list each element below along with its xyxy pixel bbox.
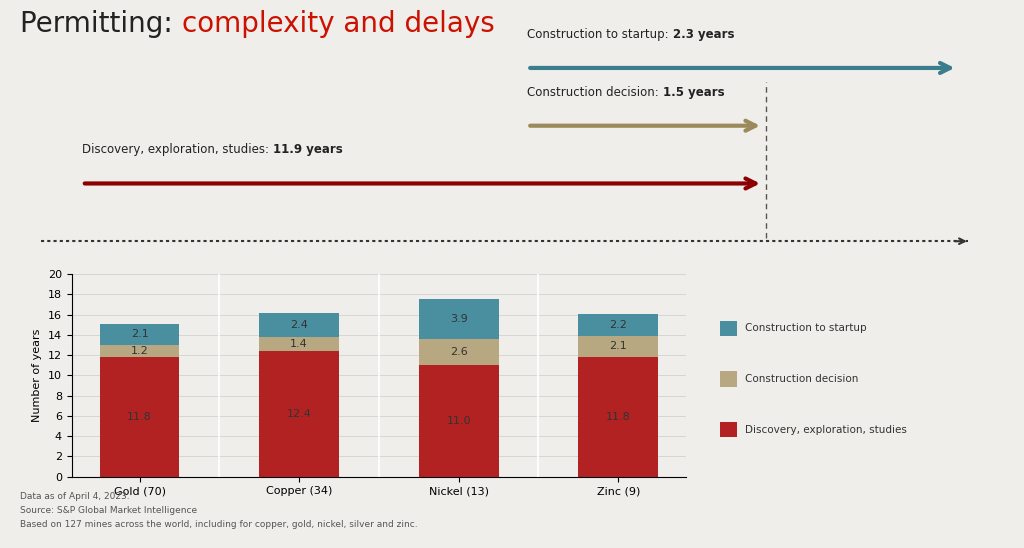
- Bar: [99, 357, 179, 477]
- Bar: [419, 299, 499, 339]
- Text: 1.2: 1.2: [131, 346, 148, 356]
- Text: Construction to startup: Construction to startup: [745, 323, 867, 333]
- Text: Source: S&P Global Market Intelligence: Source: S&P Global Market Intelligence: [20, 506, 198, 515]
- Text: Discovery, exploration, studies: Discovery, exploration, studies: [745, 425, 907, 435]
- Text: 2.1: 2.1: [609, 341, 627, 351]
- Text: 3.9: 3.9: [450, 314, 468, 324]
- Bar: [579, 357, 658, 477]
- Text: complexity and delays: complexity and delays: [182, 10, 495, 38]
- Text: 1.4: 1.4: [290, 339, 308, 349]
- Text: Data as of April 4, 2023.: Data as of April 4, 2023.: [20, 493, 130, 501]
- Bar: [99, 345, 179, 357]
- Text: 11.8: 11.8: [606, 412, 631, 422]
- Y-axis label: Number of years: Number of years: [33, 329, 42, 422]
- Bar: [419, 339, 499, 365]
- Bar: [579, 313, 658, 336]
- Bar: [419, 365, 499, 477]
- Text: 15.7 years: 15.7 years: [488, 278, 558, 292]
- Bar: [259, 312, 339, 337]
- Text: 11.0: 11.0: [446, 416, 471, 426]
- Text: 2.1: 2.1: [131, 329, 148, 339]
- Text: Average lead time, discovery to production:: Average lead time, discovery to producti…: [225, 278, 488, 292]
- Text: 12.4: 12.4: [287, 409, 311, 419]
- Text: 2.4: 2.4: [290, 319, 308, 330]
- Bar: [579, 336, 658, 357]
- Text: Construction decision:: Construction decision:: [527, 85, 663, 99]
- Bar: [99, 324, 179, 345]
- Text: Permitting:: Permitting:: [20, 10, 182, 38]
- Bar: [720, 372, 737, 387]
- Text: Based on 127 mines across the world, including for copper, gold, nickel, silver : Based on 127 mines across the world, inc…: [20, 520, 418, 529]
- Text: 11.8: 11.8: [127, 412, 152, 422]
- Text: 11.9 years: 11.9 years: [272, 143, 342, 156]
- Text: 2.2: 2.2: [609, 319, 627, 330]
- Bar: [720, 422, 737, 437]
- Bar: [259, 351, 339, 477]
- Text: Construction decision: Construction decision: [745, 374, 859, 384]
- Text: 1.5 years: 1.5 years: [663, 85, 725, 99]
- Text: Construction to startup:: Construction to startup:: [527, 28, 673, 41]
- Text: 2.3 years: 2.3 years: [673, 28, 734, 41]
- Bar: [720, 321, 737, 336]
- Bar: [259, 337, 339, 351]
- Text: 2.6: 2.6: [450, 347, 468, 357]
- Text: Discovery, exploration, studies:: Discovery, exploration, studies:: [82, 143, 272, 156]
